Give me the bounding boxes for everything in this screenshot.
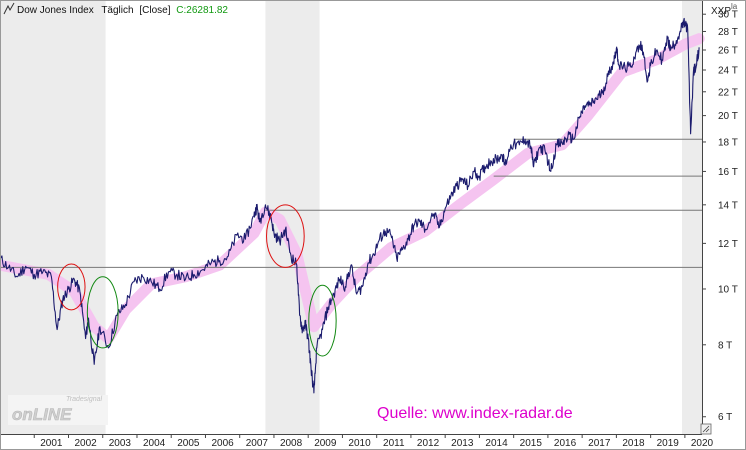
x-tick-label: 2019 <box>657 438 680 449</box>
x-tick-label: 2001 <box>40 438 63 449</box>
y-tick-label: 26 T <box>718 45 738 56</box>
x-tick-label: 2008 <box>280 438 303 449</box>
y-unit-label: XXP <box>711 6 731 17</box>
x-tick-label: 2003 <box>109 438 132 449</box>
buy-signal-circle-3 <box>308 284 337 357</box>
x-tick-label: 2013 <box>451 438 474 449</box>
shaded-periods <box>0 1 702 434</box>
interval-label: Täglich <box>101 5 133 16</box>
y-tick-label: 10 T <box>718 284 738 295</box>
x-tick-label: 2005 <box>177 438 200 449</box>
logo-small-text: Tradesignal <box>66 396 103 403</box>
x-tick-label: 2014 <box>485 438 508 449</box>
tradesignal-logo: Tradesignal onLINE <box>8 395 108 425</box>
field-label: [Close] <box>139 5 170 16</box>
x-tick-label: 2010 <box>348 438 371 449</box>
y-tick-label: 28 T <box>718 27 738 38</box>
x-tick-label: 2006 <box>211 438 234 449</box>
y-tick-label: 16 T <box>718 167 738 178</box>
y-tick-label: 24 T <box>718 66 738 77</box>
sell-signal-circle-0 <box>57 263 86 311</box>
y-tick-label: 8 T <box>718 340 732 351</box>
x-tick-label: 2012 <box>417 438 440 449</box>
price-series <box>0 17 700 394</box>
buy-signal-circle-1 <box>86 276 119 349</box>
y-axis-ticks: 6 T 8 T 10 T 12 T 14 T 16 T 18 T 20 T 22 T 24 T 26… <box>702 10 738 423</box>
x-tick-label: 2007 <box>246 438 269 449</box>
svg-text:la: la <box>731 2 738 11</box>
x-tick-label: 2018 <box>622 438 645 449</box>
source-text: Quelle: www.index-radar.de <box>377 405 573 422</box>
corner-marker: la <box>731 2 738 11</box>
x-tick-label: 2016 <box>554 438 577 449</box>
x-tick-label: 2015 <box>520 438 543 449</box>
x-tick-label: 2004 <box>143 438 166 449</box>
y-tick-label: 22 T <box>718 87 738 98</box>
chart-header: Dow Jones Index Täglich [Close] C:26281.… <box>3 2 228 16</box>
close-value: C:26281.82 <box>176 5 228 16</box>
y-tick-label: 14 T <box>718 200 738 211</box>
signal-circles <box>57 204 337 357</box>
x-tick-label: 2009 <box>314 438 337 449</box>
y-tick-label: 30 T <box>718 10 738 21</box>
line-chart-icon <box>3 2 15 15</box>
x-tick-label: 2020 <box>691 438 714 449</box>
sell-signal-circle-2 <box>266 204 305 268</box>
svg-text:Dow Jones Index Täglich: Dow Jones Index Täglich [Close] C:26281.… <box>17 5 228 16</box>
instrument-name: Dow Jones Index <box>17 5 94 16</box>
x-tick-label: 2017 <box>588 438 611 449</box>
x-tick-label: 2011 <box>383 438 405 449</box>
x-axis-ticks: 2001 2002 2003 2004 2005 2006 2007 2008 2009 2010… <box>33 434 714 449</box>
x-tick-label: 2002 <box>74 438 97 449</box>
shaded-period-2 <box>682 1 702 434</box>
y-tick-label: 18 T <box>718 137 738 148</box>
y-tick-label: 20 T <box>718 111 738 122</box>
logo-big-text: onLINE <box>12 405 72 424</box>
y-tick-label: 6 T <box>718 412 732 423</box>
y-tick-label: 12 T <box>718 239 738 250</box>
shaded-period-0 <box>0 1 106 434</box>
price-line <box>0 17 700 394</box>
resize-grip-icon[interactable] <box>700 423 712 435</box>
